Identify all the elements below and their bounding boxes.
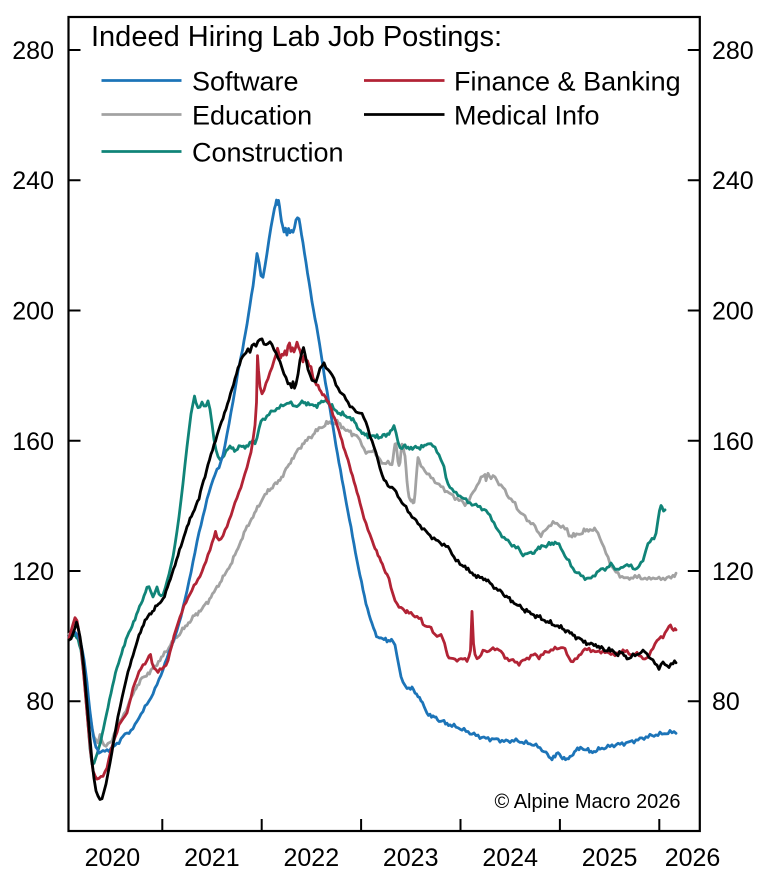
svg-text:120: 120: [712, 558, 754, 586]
svg-text:Medical Info: Medical Info: [454, 101, 600, 131]
svg-text:240: 240: [712, 167, 754, 195]
svg-text:240: 240: [12, 167, 54, 195]
svg-text:280: 280: [712, 37, 754, 65]
svg-text:80: 80: [712, 688, 740, 716]
svg-text:2021: 2021: [184, 844, 240, 872]
svg-text:Construction: Construction: [192, 138, 344, 168]
svg-text:2022: 2022: [283, 844, 339, 872]
svg-text:160: 160: [712, 428, 754, 456]
svg-text:2025: 2025: [582, 844, 638, 872]
svg-text:200: 200: [12, 298, 54, 326]
svg-text:Software: Software: [192, 67, 299, 97]
svg-text:280: 280: [12, 37, 54, 65]
svg-text:2024: 2024: [482, 844, 538, 872]
svg-text:© Alpine Macro 2026: © Alpine Macro 2026: [495, 791, 681, 813]
svg-text:2023: 2023: [383, 844, 439, 872]
svg-text:Finance & Banking: Finance & Banking: [454, 67, 681, 97]
svg-text:120: 120: [12, 558, 54, 586]
svg-text:Education: Education: [192, 101, 312, 131]
svg-text:80: 80: [26, 688, 54, 716]
svg-text:200: 200: [712, 298, 754, 326]
svg-text:160: 160: [12, 428, 54, 456]
svg-text:2026: 2026: [665, 844, 721, 872]
svg-text:2020: 2020: [85, 844, 141, 872]
svg-text:Indeed Hiring Lab Job Postings: Indeed Hiring Lab Job Postings:: [91, 21, 502, 53]
